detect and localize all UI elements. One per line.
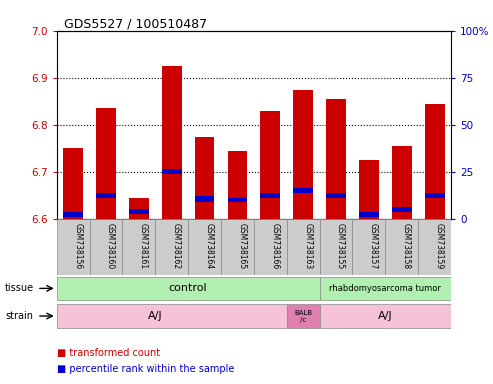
Bar	[326, 99, 346, 219]
Bar	[254, 219, 287, 275]
Bar	[188, 219, 221, 275]
Bar	[359, 212, 379, 217]
Bar	[155, 219, 188, 275]
Bar	[221, 219, 254, 275]
Bar	[260, 111, 280, 219]
Bar	[287, 304, 319, 328]
Bar	[195, 196, 214, 202]
Text: GSM738162: GSM738162	[172, 223, 181, 270]
Bar	[319, 219, 352, 275]
Text: control: control	[169, 283, 208, 293]
Text: GSM738161: GSM738161	[139, 223, 148, 270]
Text: strain: strain	[5, 311, 33, 321]
Text: GSM738160: GSM738160	[106, 223, 115, 270]
Bar	[319, 304, 451, 328]
Bar	[129, 210, 149, 214]
Bar	[63, 148, 83, 219]
Bar	[122, 219, 155, 275]
Bar	[418, 219, 451, 275]
Text: GDS5527 / 100510487: GDS5527 / 100510487	[64, 17, 207, 30]
Text: rhabdomyosarcoma tumor: rhabdomyosarcoma tumor	[329, 284, 441, 293]
Bar	[129, 198, 149, 219]
Text: GSM738156: GSM738156	[73, 223, 82, 270]
Bar	[57, 219, 90, 275]
Bar	[96, 108, 116, 219]
Text: ■ percentile rank within the sample: ■ percentile rank within the sample	[57, 364, 234, 374]
Bar	[326, 193, 346, 198]
Bar	[352, 219, 386, 275]
Bar	[57, 304, 287, 328]
Text: GSM738155: GSM738155	[336, 223, 345, 270]
Text: GSM738159: GSM738159	[435, 223, 444, 270]
Text: GSM738165: GSM738165	[238, 223, 246, 270]
Bar	[287, 219, 319, 275]
Text: A/J: A/J	[148, 311, 163, 321]
Bar	[359, 160, 379, 219]
Bar	[293, 89, 313, 219]
Bar	[90, 219, 122, 275]
Bar	[386, 219, 418, 275]
Bar	[63, 212, 83, 217]
Bar	[162, 169, 181, 174]
Text: BALB
/c: BALB /c	[294, 310, 312, 323]
Bar	[228, 151, 247, 219]
Bar	[392, 146, 412, 219]
Bar	[195, 137, 214, 219]
Bar	[293, 188, 313, 193]
Bar	[425, 193, 445, 198]
Bar	[162, 66, 181, 219]
Text: ■ transformed count: ■ transformed count	[57, 348, 160, 358]
Bar	[260, 193, 280, 198]
Text: GSM738158: GSM738158	[402, 223, 411, 270]
Text: GSM738166: GSM738166	[270, 223, 280, 270]
Bar	[392, 207, 412, 212]
Bar	[425, 104, 445, 219]
Text: A/J: A/J	[378, 311, 392, 321]
Bar	[96, 193, 116, 198]
Bar	[319, 276, 451, 300]
Bar	[57, 276, 319, 300]
Text: GSM738157: GSM738157	[369, 223, 378, 270]
Text: GSM738163: GSM738163	[303, 223, 312, 270]
Text: GSM738164: GSM738164	[205, 223, 213, 270]
Text: tissue: tissue	[5, 283, 34, 293]
Bar	[228, 198, 247, 202]
